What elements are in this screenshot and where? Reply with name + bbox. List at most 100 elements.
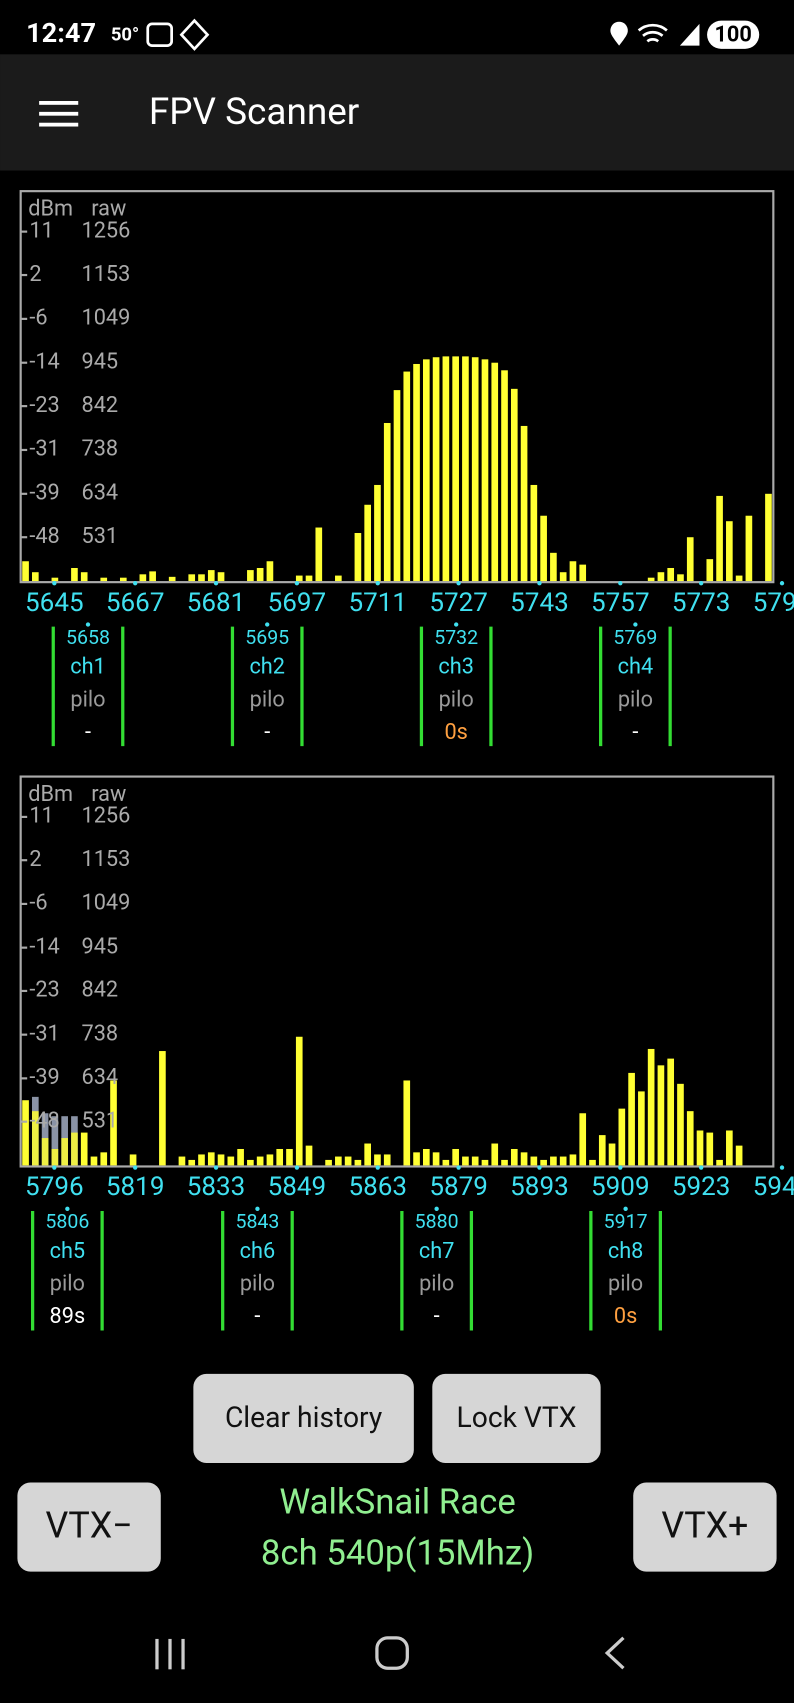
channel-dot <box>255 1206 260 1211</box>
x-tick-dot <box>537 1165 542 1170</box>
bar <box>569 1154 577 1166</box>
x-tick-label: 5796 <box>25 1172 84 1202</box>
dbm-tick-label: -31 <box>29 1021 59 1046</box>
bar <box>589 1159 596 1166</box>
bar <box>266 561 274 582</box>
bar <box>413 363 420 582</box>
vtx-plus-button[interactable]: VTX+ <box>633 1482 777 1572</box>
x-tick-label: 5711 <box>348 588 407 618</box>
clear-history-button[interactable]: Clear history <box>193 1373 414 1463</box>
app-title: FPV Scanner <box>149 91 359 134</box>
bar <box>706 1132 714 1166</box>
channel-dot <box>633 622 638 627</box>
y-tick-label: 1049 <box>81 891 130 916</box>
channel-name: ch6 <box>240 1239 276 1264</box>
y-tick-label: 531 <box>81 1108 118 1133</box>
bar <box>735 1145 743 1166</box>
bar <box>139 574 147 582</box>
channel-mode: pilo <box>439 687 474 712</box>
bar <box>432 1152 440 1166</box>
button-label: VTX− <box>46 1505 133 1547</box>
bar <box>726 1130 733 1166</box>
vtx-minus-button[interactable]: VTX− <box>17 1482 161 1572</box>
x-tick-dot <box>52 1165 57 1170</box>
bar <box>198 1154 205 1166</box>
bar <box>90 1156 98 1166</box>
x-tick-label: 5893 <box>510 1172 569 1202</box>
channel-mode: pilo <box>618 687 653 712</box>
bar <box>364 504 371 582</box>
home-button[interactable] <box>375 1636 409 1670</box>
channel-mode: pilo <box>608 1272 643 1297</box>
menu-bar <box>39 111 79 116</box>
bar <box>647 1048 655 1166</box>
bar <box>286 1148 293 1166</box>
bar <box>266 1154 274 1166</box>
x-tick-label: 5833 <box>187 1172 246 1202</box>
channel-freq: 5769 <box>613 626 657 649</box>
bar <box>237 1148 244 1166</box>
bar <box>510 388 518 582</box>
bar <box>540 1159 547 1166</box>
channel-mode: pilo <box>70 687 105 712</box>
bar <box>335 575 342 582</box>
x-tick-dot <box>213 1165 219 1170</box>
bar <box>598 1135 606 1166</box>
dbm-tick-label: -6 <box>29 306 47 331</box>
bar <box>100 577 108 582</box>
axis-label: raw <box>91 196 126 221</box>
channel-freq: 5917 <box>604 1210 648 1233</box>
dbm-tick-label: -23 <box>29 978 59 1003</box>
x-tick-label: 5849 <box>268 1172 327 1202</box>
battery-level: 100 <box>714 23 751 48</box>
dbm-tick-label: 2 <box>29 847 41 872</box>
recents-button[interactable] <box>155 1638 185 1670</box>
bar <box>452 356 459 582</box>
bar <box>256 1156 264 1166</box>
y-tick-label: 634 <box>81 481 118 506</box>
dbm-tick-label: -23 <box>29 393 59 418</box>
bar <box>393 390 401 582</box>
bar <box>315 527 323 582</box>
channel-name: ch2 <box>249 655 285 680</box>
button-label: Lock VTX <box>457 1401 577 1434</box>
channel-mode: pilo <box>240 1272 275 1297</box>
bar <box>530 484 538 582</box>
bar <box>579 564 587 582</box>
channel-dot <box>85 622 91 627</box>
bar <box>61 1138 68 1166</box>
bar <box>32 1111 39 1166</box>
menu-button[interactable] <box>39 101 79 127</box>
x-tick-label: 5681 <box>187 588 246 618</box>
bar <box>71 567 78 582</box>
channel-name: ch3 <box>438 655 474 680</box>
bar <box>647 577 655 582</box>
y-tick-label: 738 <box>81 1021 118 1046</box>
bar <box>657 1065 665 1166</box>
x-tick-label: 5773 <box>672 588 731 618</box>
y-tick-label: 945 <box>81 349 118 374</box>
channel-status: - <box>254 1304 260 1329</box>
bar <box>256 567 264 582</box>
back-button[interactable] <box>604 1636 625 1670</box>
y-tick-label: 1256 <box>81 804 130 829</box>
y-tick-label: 842 <box>81 393 118 418</box>
nav-stroke <box>168 1638 172 1670</box>
bar <box>80 1132 88 1166</box>
plot-frame <box>19 190 775 584</box>
y-tick-label: 945 <box>81 934 118 959</box>
bar <box>413 1152 420 1166</box>
bar <box>491 362 499 582</box>
dbm-tick-label: -39 <box>29 481 59 506</box>
x-tick-label: 5757 <box>591 588 650 618</box>
channel-dot <box>265 622 270 627</box>
bar <box>22 1100 29 1166</box>
axis-label: dBm <box>28 196 73 221</box>
bar <box>247 570 254 582</box>
bar <box>716 1159 723 1166</box>
bar <box>579 1113 587 1166</box>
x-tick-dot <box>456 581 461 586</box>
lock-vtx-button[interactable]: Lock VTX <box>432 1373 601 1463</box>
x-tick-dot <box>133 1165 138 1170</box>
x-tick-dot <box>375 581 380 586</box>
